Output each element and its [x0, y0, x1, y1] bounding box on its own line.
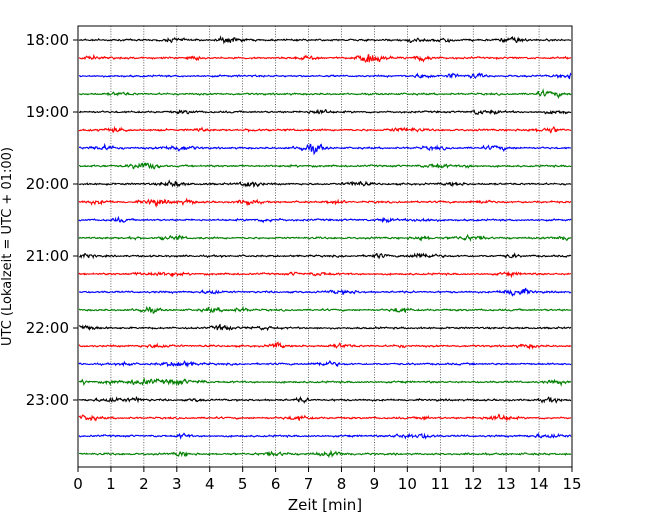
x-tick-label-2: 2	[139, 475, 149, 493]
trace-2230	[78, 360, 572, 368]
trace-1800	[78, 35, 572, 45]
y-tick-label-18:00: 18:00	[26, 31, 69, 49]
trace-2000	[78, 179, 572, 189]
trace-1830	[78, 72, 572, 80]
x-tick-label-1: 1	[106, 475, 116, 493]
plot-frame	[77, 25, 573, 468]
trace-2300	[78, 395, 572, 405]
trace-1915	[78, 125, 572, 134]
y-tick-label-20:00: 20:00	[26, 175, 69, 193]
x-tick-label-11: 11	[431, 475, 450, 493]
trace-2045	[78, 233, 572, 243]
seismic-traces	[78, 35, 572, 459]
x-axis-ticks: 0 1 2 3 4 5 6 7 8 9 10 11 12 13 14 15	[73, 467, 582, 493]
trace-2245	[78, 377, 572, 387]
x-axis-label: Zeit [min]	[288, 496, 362, 514]
x-tick-label-13: 13	[497, 475, 516, 493]
trace-2100	[78, 252, 572, 260]
trace-1900	[78, 108, 572, 116]
x-tick-label-3: 3	[172, 475, 182, 493]
grid-lines	[110, 26, 540, 467]
trace-2315	[78, 413, 572, 422]
trace-2115	[78, 270, 572, 279]
trace-1945	[78, 162, 572, 170]
trace-2330	[78, 431, 572, 440]
trace-2345	[78, 449, 572, 459]
x-tick-label-5: 5	[238, 475, 248, 493]
trace-1930	[79, 142, 572, 156]
y-tick-label-23:00: 23:00	[26, 391, 69, 409]
x-tick-label-6: 6	[271, 475, 281, 493]
trace-2145	[78, 305, 572, 315]
x-tick-label-7: 7	[304, 475, 314, 493]
trace-2030	[78, 215, 572, 224]
x-tick-label-9: 9	[370, 475, 380, 493]
trace-1845	[78, 88, 572, 99]
trace-2015	[78, 197, 571, 208]
trace-2215	[78, 341, 572, 350]
y-tick-label-21:00: 21:00	[26, 247, 69, 265]
x-tick-label-12: 12	[464, 475, 483, 493]
x-tick-label-0: 0	[73, 475, 83, 493]
x-tick-label-8: 8	[337, 475, 347, 493]
y-tick-label-19:00: 19:00	[26, 103, 69, 121]
y-axis-label: UTC (Lokalzeit = UTC + 01:00)	[0, 147, 15, 346]
x-tick-label-10: 10	[398, 475, 417, 493]
trace-2200	[78, 323, 572, 332]
trace-1815	[78, 53, 572, 64]
y-axis-ticks: 18:00 19:00 20:00 21:00 22:00 23:00	[26, 31, 78, 409]
y-tick-label-22:00: 22:00	[26, 319, 69, 337]
x-tick-label-15: 15	[562, 475, 581, 493]
x-tick-label-4: 4	[205, 475, 215, 493]
trace-2130	[79, 287, 572, 297]
x-tick-label-14: 14	[530, 475, 549, 493]
